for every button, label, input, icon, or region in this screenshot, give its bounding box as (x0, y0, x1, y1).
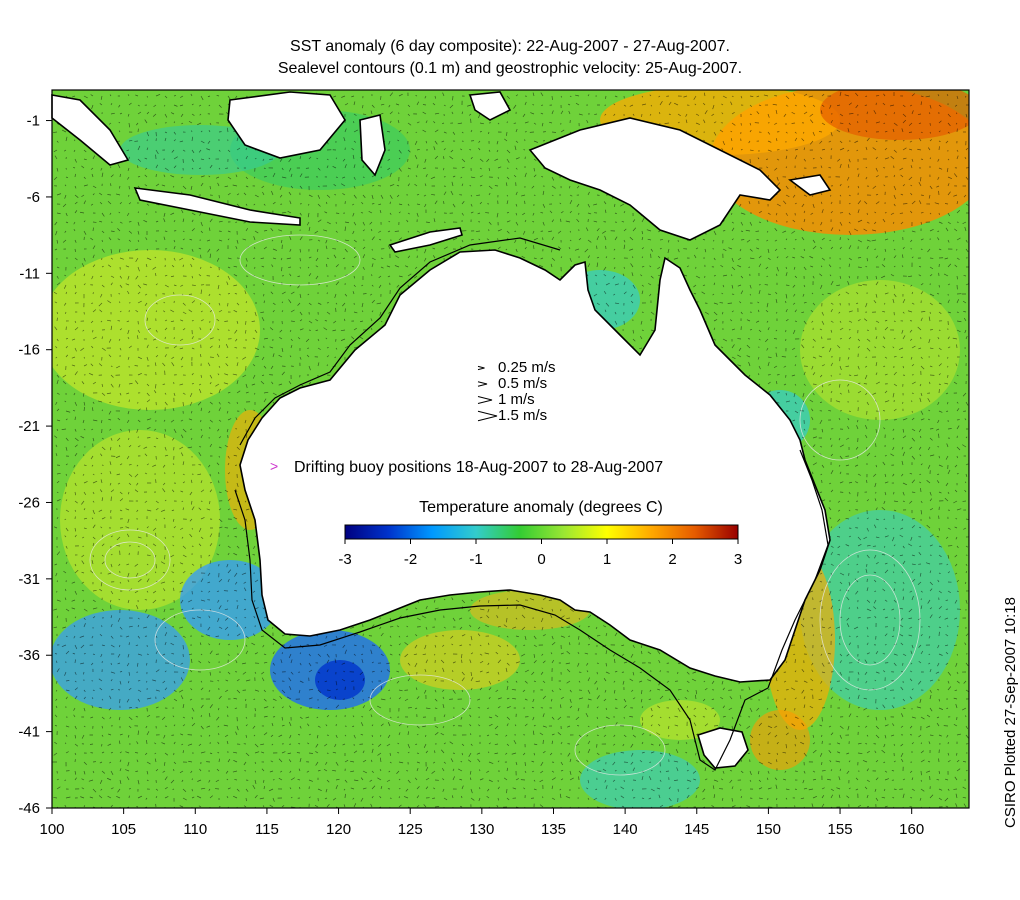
y-tick-label: -6 (27, 189, 40, 206)
y-axis: -1 -6 -11 -16 -21 -26 -31 -36 -41 -46 (18, 113, 52, 817)
y-tick-label: -41 (18, 724, 40, 741)
colorbar-tick-label: -2 (404, 551, 417, 568)
map-title-line-2: Sealevel contours (0.1 m) and geostrophi… (277, 60, 743, 77)
x-axis: 100 105 110 115 120 125 130 135 140 145 150 155 160 (39, 808, 924, 838)
new-guinea-landmass (528, 117, 782, 241)
velocity-legend-label: 0.25 m/s (498, 359, 556, 376)
x-tick-label: 120 (326, 821, 351, 838)
x-tick-label: 105 (111, 821, 136, 838)
velocity-arrow-icon (477, 365, 485, 371)
sulawesi-landmass (359, 114, 386, 177)
colorbar-gradient (344, 524, 739, 540)
y-tick-label: -36 (18, 647, 40, 664)
y-tick-label: -31 (18, 571, 40, 588)
colorbar-tick-label: 3 (734, 551, 742, 568)
land-masses (51, 91, 832, 769)
y-tick-label: -21 (18, 418, 40, 435)
buoy-legend: > Drifting buoy positions 18-Aug-2007 to… (270, 458, 663, 476)
colorbar-tick-label: -3 (338, 551, 351, 568)
velocity-legend-label: 1.5 m/s (498, 407, 547, 424)
y-tick-label: -16 (18, 342, 40, 359)
x-tick-label: 155 (828, 821, 853, 838)
velocity-legend-label: 1 m/s (498, 391, 535, 408)
x-tick-label: 125 (398, 821, 423, 838)
shelf-contour (234, 237, 829, 771)
x-tick-label: 150 (756, 821, 781, 838)
colorbar-tick-label: -1 (469, 551, 482, 568)
velocity-legend: 0.25 m/s0.5 m/s1 m/s1.5 m/s (477, 359, 556, 424)
plot-credit: CSIRO Plotted 27-Sep-2007 10:18 (1002, 597, 1019, 828)
y-tick-label: -26 (18, 494, 40, 511)
borneo-landmass (227, 91, 346, 159)
x-tick-label: 160 (899, 821, 924, 838)
buoy-legend-label: Drifting buoy positions 18-Aug-2007 to 2… (294, 459, 663, 476)
sst-field (52, 90, 969, 808)
map-frame (51, 89, 970, 809)
y-tick-label: -1 (27, 113, 40, 130)
map-title-line-1: SST anomaly (6 day composite): 22-Aug-20… (290, 38, 730, 55)
java-landmass (133, 187, 301, 226)
colorbar-title: Temperature anomaly (degrees C) (419, 499, 663, 516)
new-britain-landmass (788, 174, 832, 196)
sumatra-landmass (51, 94, 130, 166)
velocity-arrow-icon (477, 410, 498, 422)
sealevel-contours (89, 234, 921, 776)
colorbar: Temperature anomaly (degrees C) -3 -2 -1 0 1… (338, 499, 742, 568)
y-tick-label: -46 (18, 800, 40, 817)
x-tick-label: 115 (255, 821, 279, 838)
y-tick-label: -11 (19, 265, 40, 282)
colorbar-tick-label: 1 (603, 551, 611, 568)
colorbar-ticks: -3 -2 -1 0 1 2 3 (338, 539, 742, 568)
colorbar-tick-label: 0 (537, 551, 545, 568)
velocity-arrow-icon (477, 381, 488, 387)
australia-landmass (239, 249, 831, 683)
x-tick-label: 100 (39, 821, 64, 838)
x-tick-label: 135 (541, 821, 566, 838)
colorbar-tick-label: 2 (668, 551, 676, 568)
buoy-marker-icon: > (270, 458, 278, 474)
velocity-arrow-icon (477, 396, 493, 404)
timor-landmass (388, 227, 463, 253)
velocity-legend-label: 0.5 m/s (498, 375, 547, 392)
tasmania-landmass (697, 727, 749, 769)
x-tick-label: 140 (613, 821, 638, 838)
halmahera-landmass (468, 91, 512, 121)
x-tick-label: 110 (183, 821, 207, 838)
x-tick-label: 145 (684, 821, 709, 838)
x-tick-label: 130 (469, 821, 494, 838)
